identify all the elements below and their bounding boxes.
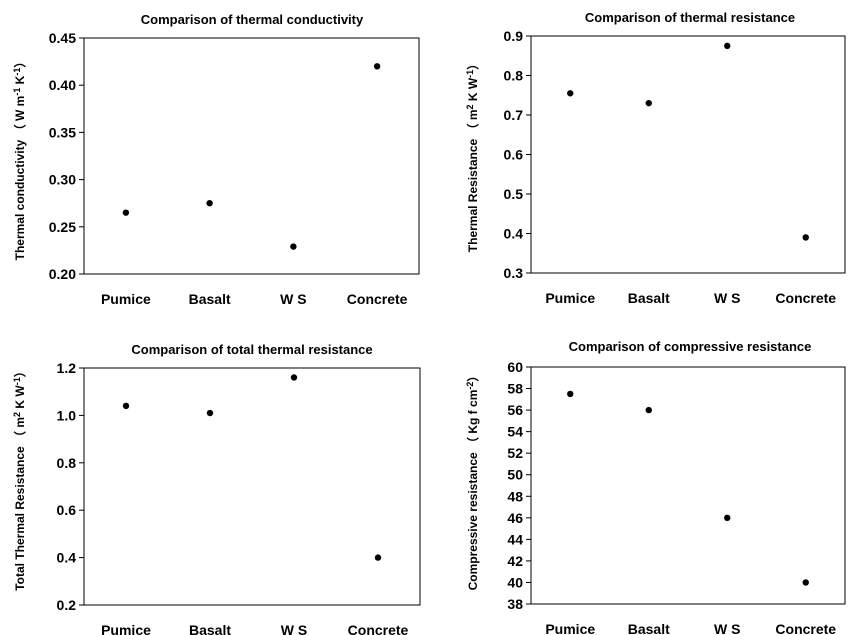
x-category-label: W S [714,290,740,306]
data-points [123,374,381,561]
chart-thermal-resistance: Comparison of thermal resistance Thermal… [465,10,845,306]
chart-title: Comparison of total thermal resistance [131,342,372,357]
y-tick-label: 58 [507,381,523,397]
y-tick-label: 0.35 [49,124,76,140]
y-tick-label: 0.5 [504,186,524,202]
x-category-label: Concrete [347,291,408,307]
plot-frame [531,367,845,604]
plot-frame [84,368,420,605]
x-category-label: Pumice [545,290,595,306]
y-tick-label: 0.8 [504,68,524,84]
data-point [123,403,129,409]
y-tick-label: 38 [507,596,523,612]
x-category-label: W S [714,621,740,635]
x-categories: Pumice Basalt W S Concrete [545,621,836,635]
data-point [646,100,652,106]
y-axis-label: Thermal conductivity （ W m-1 K-1） [12,56,27,261]
chart-title: Comparison of thermal resistance [585,10,795,25]
y-ticks: 0.20 0.25 0.30 0.35 0.40 0.45 [49,30,84,282]
data-point [724,43,730,49]
y-axis-label: Compressive resistance （ Kg f cm-2） [465,370,480,591]
y-tick-label: 44 [507,531,523,547]
data-point [803,234,809,240]
chart-compressive-resistance: Comparison of compressive resistance Com… [465,339,845,635]
data-point [567,90,573,96]
x-category-label: Pumice [101,622,151,635]
x-category-label: Concrete [775,290,836,306]
y-ticks: 0.3 0.4 0.5 0.6 0.7 0.8 0.9 [504,28,531,281]
x-categories: Pumice Basalt W S Concrete [101,622,408,635]
y-tick-label: 0.20 [49,266,76,282]
data-point [374,63,380,69]
data-points [123,63,381,250]
y-tick-label: 40 [507,574,523,590]
data-point [291,374,297,380]
x-category-label: W S [280,291,306,307]
chart-title: Comparison of compressive resistance [569,339,812,354]
y-tick-label: 0.4 [504,226,524,242]
y-tick-label: 42 [507,553,523,569]
y-tick-label: 0.40 [49,77,76,93]
data-points [567,391,809,586]
x-category-label: Pumice [101,291,151,307]
chart-title: Comparison of thermal conductivity [141,12,364,27]
x-category-label: W S [281,622,307,635]
x-categories: Pumice Basalt W S Concrete [545,290,836,306]
y-tick-label: 0.9 [504,28,524,44]
data-point [123,209,129,215]
y-tick-label: 0.8 [57,455,77,471]
y-axis-label: Total Thermal Resistance （ m2 K W-1） [12,365,27,591]
chart-thermal-conductivity: Comparison of thermal conductivity Therm… [12,12,419,307]
plot-frame [531,36,845,273]
data-point [646,407,652,413]
y-axis-label: Thermal Resistance （ m2 K W-1） [465,58,480,252]
x-category-label: Basalt [189,291,231,307]
x-category-label: Concrete [775,621,836,635]
data-point [375,554,381,560]
y-tick-label: 0.7 [504,107,524,123]
chart-total-thermal-resistance: Comparison of total thermal resistance T… [12,342,420,635]
y-tick-label: 46 [507,510,523,526]
y-tick-label: 0.2 [57,597,77,613]
data-points [567,43,809,241]
y-tick-label: 0.30 [49,172,76,188]
data-point [567,391,573,397]
x-category-label: Concrete [348,622,409,635]
y-tick-label: 0.45 [49,30,76,46]
plot-frame [84,38,419,274]
y-tick-label: 48 [507,488,523,504]
y-tick-label: 0.3 [504,265,524,281]
y-tick-label: 0.4 [57,550,77,566]
x-category-label: Basalt [628,621,670,635]
x-category-label: Pumice [545,621,595,635]
data-point [290,243,296,249]
x-category-label: Basalt [628,290,670,306]
y-tick-label: 1.2 [57,360,77,376]
data-point [724,515,730,521]
y-ticks: 38 40 42 44 46 48 50 52 54 56 58 60 [507,359,531,612]
y-ticks: 0.2 0.4 0.6 0.8 1.0 1.2 [57,360,84,613]
y-tick-label: 50 [507,467,523,483]
y-tick-label: 56 [507,402,523,418]
y-tick-label: 54 [507,424,523,440]
x-categories: Pumice Basalt W S Concrete [101,291,408,307]
y-tick-label: 60 [507,359,523,375]
y-tick-label: 0.6 [57,502,77,518]
data-point [206,200,212,206]
data-point [207,410,213,416]
y-tick-label: 0.25 [49,219,76,235]
y-tick-label: 0.6 [504,147,524,163]
x-category-label: Basalt [189,622,231,635]
data-point [803,579,809,585]
y-tick-label: 52 [507,445,523,461]
y-tick-label: 1.0 [57,407,77,423]
